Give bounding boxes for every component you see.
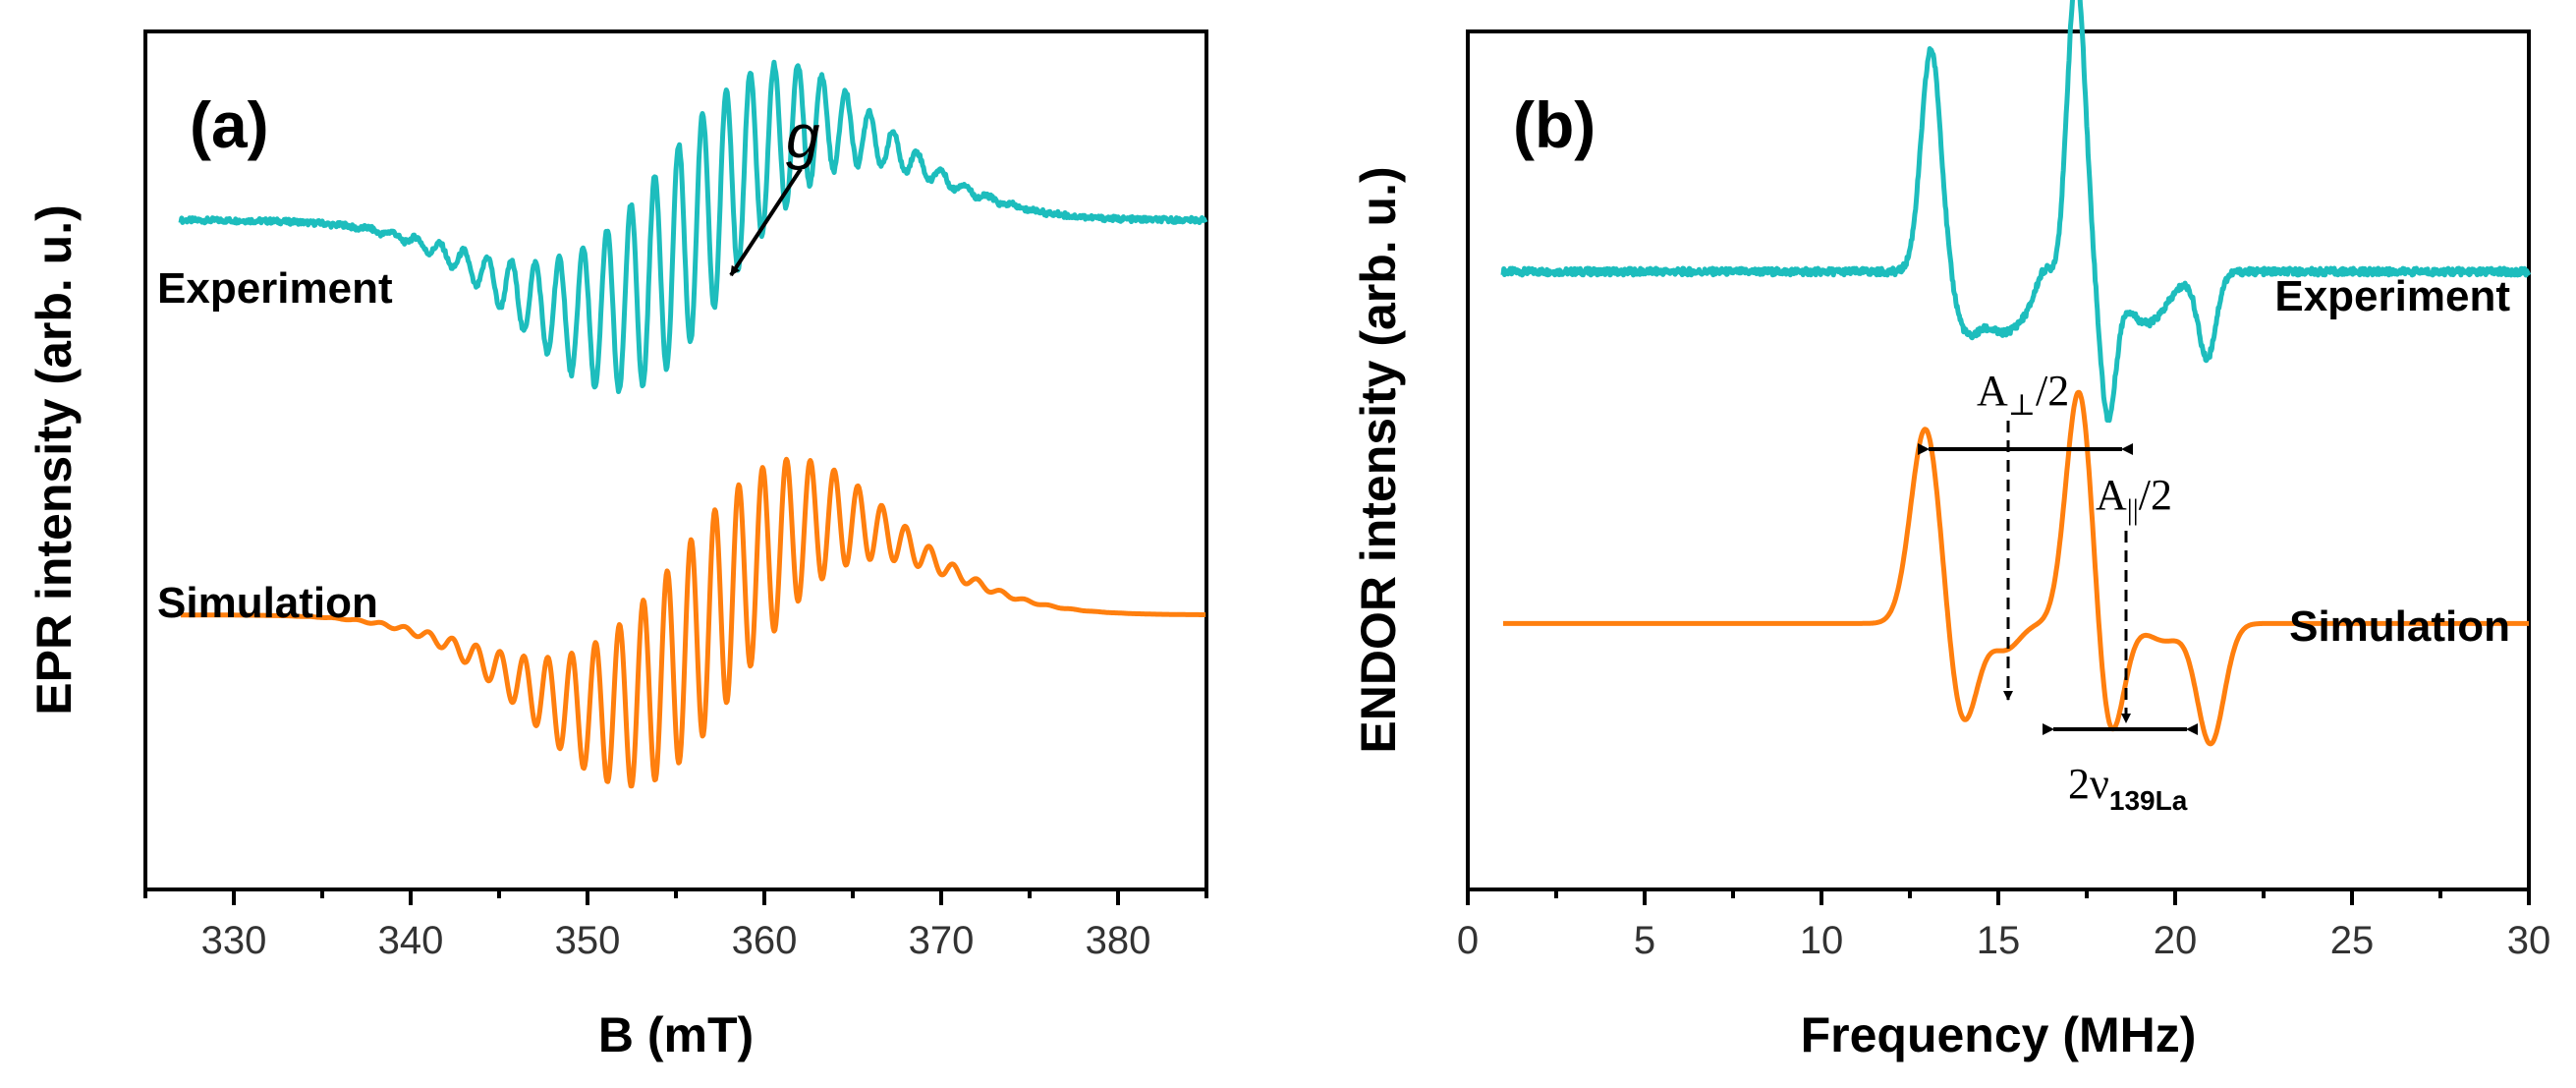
series-experiment-a — [178, 59, 1208, 394]
panel-a-ticklabels: 330 340 350 360 370 380 — [201, 919, 1151, 962]
panel-b-xlabel: Frequency (MHz) — [1801, 1007, 2197, 1062]
panel-b-label: (b) — [1513, 88, 1596, 161]
a-perp-suffix: /2 — [2036, 367, 2069, 415]
series-simulation-b — [1501, 389, 2531, 747]
panel-a: 330 340 350 360 370 380 (a) B (mT) EPR intens… — [27, 29, 1208, 1062]
two-nu-sub: 139La — [2109, 785, 2188, 816]
x-tick-label: 330 — [201, 919, 267, 962]
panel-a-xlabel: B (mT) — [598, 1007, 754, 1062]
x-tick-label: 360 — [732, 919, 798, 962]
a-par-label: A||/2 — [2096, 471, 2172, 526]
x-tick-label: 340 — [378, 919, 444, 962]
x-tick-label: 0 — [1457, 919, 1479, 962]
x-tick-label: 20 — [2154, 919, 2198, 962]
two-nu-main: 2ν — [2068, 760, 2109, 808]
x-tick-label: 5 — [1634, 919, 1655, 962]
two-nu-label: 2ν139La — [2068, 760, 2188, 816]
legend-simulation-b: Simulation — [2289, 602, 2510, 651]
series-simulation-a — [179, 456, 1207, 789]
x-tick-label: 15 — [1977, 919, 2021, 962]
x-tick-label: 30 — [2507, 919, 2551, 962]
legend-simulation-a: Simulation — [157, 579, 378, 627]
x-tick-label: 10 — [1800, 919, 1844, 962]
g-annotation: g — [786, 103, 819, 171]
panel-b-ticklabels: 0 5 10 15 20 25 30 — [1457, 919, 2550, 962]
panel-b-frame — [1466, 29, 2531, 891]
panel-a-ylabel: EPR intensity (arb. u.) — [27, 204, 82, 716]
legend-experiment-b: Experiment — [2274, 272, 2510, 320]
a-perp-sub: ⊥ — [2008, 389, 2036, 422]
panel-b: 0 5 10 15 20 25 30 (b) Frequency (MHz) ENDOR i… — [1351, 0, 2550, 1062]
a-par-suffix: /2 — [2139, 471, 2172, 519]
x-tick-label: 370 — [909, 919, 975, 962]
legend-experiment-a: Experiment — [157, 264, 393, 313]
a-par-main: A — [2096, 471, 2127, 519]
panel-b-xticks — [1466, 889, 2531, 905]
a-par-sub: || — [2127, 493, 2139, 526]
x-tick-label: 380 — [1086, 919, 1151, 962]
panel-a-label: (a) — [190, 88, 269, 161]
g-arrow — [729, 167, 803, 277]
x-tick-label: 350 — [555, 919, 621, 962]
panel-a-xticks — [143, 889, 1208, 905]
x-tick-label: 25 — [2330, 919, 2375, 962]
a-perp-label: A⊥/2 — [1977, 367, 2069, 422]
a-perp-main: A — [1977, 367, 2008, 415]
panel-b-ylabel: ENDOR intensity (arb. u.) — [1351, 166, 1406, 753]
series-experiment-b — [1500, 0, 2532, 424]
